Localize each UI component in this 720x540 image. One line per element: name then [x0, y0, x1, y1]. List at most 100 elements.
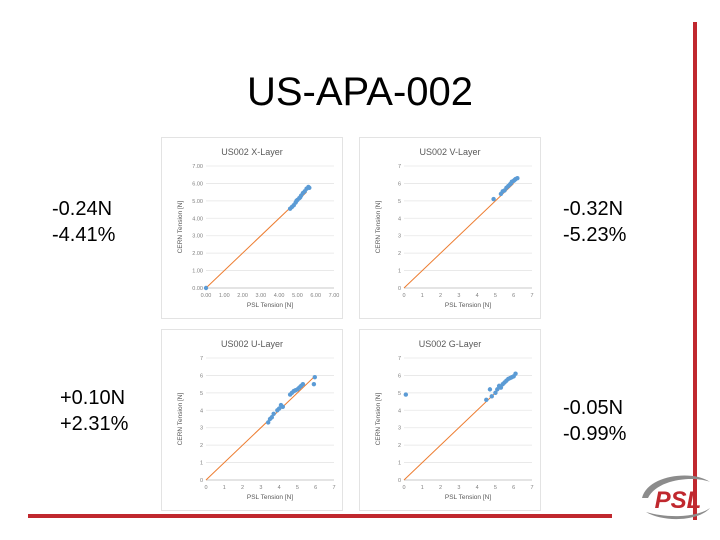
- v-layer-x-axis-label: PSL Tension [N]: [445, 302, 491, 309]
- v-layer-data-point: [491, 196, 496, 202]
- g-layer-y-tick-label: 5: [398, 391, 401, 397]
- g-layer-data-point: [498, 385, 504, 390]
- v-layer-chart: US002 V-Layer 0 1 2 3 4 5 6 7 0 1 2 3 4 5 6 7 PSL Tension…: [360, 138, 540, 318]
- v-layer-x-tick-label: 3: [457, 293, 460, 299]
- v-layer-y-tick-label: 3: [398, 234, 401, 240]
- u-layer-data-point: [311, 381, 317, 387]
- u-layer-data-point: [271, 411, 276, 416]
- x-layer-stats: -0.24N -4.41%: [52, 196, 115, 248]
- u-layer-chart: US002 U-Layer 0 1 2 3 4 5 6 7 0 1 2 3 4 5 6 7 PSL Tension…: [162, 330, 342, 510]
- u-layer-y-tick-label: 1: [200, 461, 203, 467]
- x-layer-x-tick-label: 5.00: [292, 293, 303, 299]
- x-layer-y-axis-label: CERN Tension [N]: [177, 200, 184, 253]
- u-layer-x-tick-label: 4: [278, 485, 281, 491]
- x-layer-data-point: [307, 185, 312, 190]
- u-layer-plot: US002 U-Layer 0 1 2 3 4 5 6 7 0 1 2 3 4 5 6 7 PSL Tension…: [177, 339, 336, 501]
- accent-vertical-rule: [693, 22, 697, 520]
- u-layer-y-tick-label: 7: [200, 356, 203, 362]
- x-layer-x-tick-label: 6.00: [310, 293, 321, 299]
- u-layer-y-tick-label: 5: [200, 391, 203, 397]
- u-layer-data-point: [276, 406, 282, 411]
- g-layer-x-tick-label: 3: [457, 485, 460, 491]
- u-layer-x-tick-label: 2: [241, 485, 244, 491]
- v-layer-x-tick-label: 6: [512, 293, 515, 299]
- g-layer-y-tick-label: 4: [398, 408, 401, 414]
- v-layer-y-tick-label: 1: [398, 269, 401, 275]
- v-layer-x-tick-label: 1: [421, 293, 424, 299]
- v-layer-y-tick-label: 7: [398, 164, 401, 170]
- g-layer-y-tick-label: 7: [398, 356, 401, 362]
- g-layer-data-point: [489, 394, 494, 399]
- x-layer-y-tick-label: 6.00: [192, 181, 203, 187]
- g-layer-y-axis-label: CERN Tension [N]: [375, 392, 382, 445]
- slide-title: US-APA-002: [246, 70, 473, 114]
- u-layer-stats: +0.10N +2.31%: [60, 385, 128, 437]
- u-layer-delta-pct: +2.31%: [60, 413, 129, 435]
- g-layer-data-point: [487, 387, 493, 392]
- v-layer-data-point: [515, 176, 520, 181]
- g-layer-data-point: [484, 397, 489, 403]
- g-layer-y-tick-label: 3: [398, 426, 401, 432]
- v-layer-delta-pct: -5.23%: [563, 224, 627, 246]
- v-layer-y-tick-label: 4: [398, 216, 401, 222]
- v-layer-y-tick-label: 5: [398, 199, 401, 205]
- u-layer-data-point: [280, 404, 285, 409]
- v-layer-y-axis-label: CERN Tension [N]: [375, 200, 382, 253]
- x-layer-plot: US002 X-Layer 0.00 1.00 2.00 3.00 4.00 5.00 6.0…: [177, 147, 339, 309]
- v-layer-delta-n: -0.32N: [563, 198, 624, 220]
- u-layer-x-tick-label: 6: [314, 485, 317, 491]
- u-layer-y-tick-label: 3: [200, 426, 203, 432]
- u-layer-x-tick-label: 7: [332, 485, 335, 491]
- x-layer-y-tick-label: 0.00: [192, 286, 203, 292]
- g-layer-data-point: [513, 371, 518, 376]
- g-layer-chart-title: US002 G-Layer: [419, 339, 482, 349]
- x-layer-y-tick-label: 3.00: [192, 234, 203, 240]
- g-layer-data-point: [403, 392, 409, 397]
- v-layer-y-tick-label: 6: [398, 181, 401, 187]
- g-layer-x-tick-label: 7: [530, 485, 533, 491]
- v-layer-x-tick-label: 0: [402, 293, 405, 299]
- psl-logo: PSL: [642, 475, 710, 520]
- u-layer-y-tick-label: 4: [200, 408, 203, 414]
- g-layer-delta-pct: -0.99%: [563, 423, 627, 445]
- g-layer-x-axis-label: PSL Tension [N]: [445, 494, 491, 501]
- x-layer-x-axis-label: PSL Tension [N]: [247, 302, 293, 309]
- u-layer-y-tick-label: 0: [200, 478, 203, 484]
- u-layer-y-tick-label: 6: [200, 373, 203, 379]
- v-layer-chart-title: US002 V-Layer: [419, 147, 480, 157]
- x-layer-delta-n: -0.24N: [52, 198, 113, 220]
- u-layer-data-point: [265, 420, 271, 425]
- x-layer-chart-title: US002 X-Layer: [221, 147, 283, 157]
- x-layer-y-tick-label: 5.00: [192, 199, 203, 205]
- g-layer-plot: US002 G-Layer 0 1 2 3 4 5 6 7 0 1 2 3 4 5 6 7 PSL Tension…: [375, 339, 534, 501]
- u-layer-x-tick-label: 1: [223, 485, 226, 491]
- g-layer-stats: -0.05N -0.99%: [563, 395, 626, 447]
- x-layer-x-tick-label: 0.00: [201, 293, 212, 299]
- psl-logo-swoosh: [642, 475, 710, 498]
- g-layer-x-tick-label: 4: [476, 485, 479, 491]
- g-layer-y-tick-label: 1: [398, 461, 401, 467]
- x-layer-data-point: [203, 285, 209, 291]
- g-layer-x-tick-label: 6: [512, 485, 515, 491]
- g-layer-y-tick-label: 6: [398, 373, 401, 379]
- v-layer-x-tick-label: 7: [530, 293, 533, 299]
- v-layer-x-tick-label: 5: [494, 293, 497, 299]
- u-layer-y-axis-label: CERN Tension [N]: [177, 392, 184, 445]
- g-layer-y-tick-label: 2: [398, 443, 401, 449]
- g-layer-x-tick-label: 1: [421, 485, 424, 491]
- v-layer-plot: US002 V-Layer 0 1 2 3 4 5 6 7 0 1 2 3 4 5 6 7 PSL Tension…: [375, 147, 534, 309]
- x-layer-y-tick-label: 4.00: [192, 216, 203, 222]
- u-layer-chart-title: US002 U-Layer: [221, 339, 283, 349]
- u-layer-x-axis-label: PSL Tension [N]: [247, 494, 293, 501]
- g-layer-y-tick-label: 0: [398, 478, 401, 484]
- x-layer-y-tick-label: 1.00: [192, 269, 203, 275]
- u-layer-y-tick-label: 2: [200, 443, 203, 449]
- x-layer-chart: US002 X-Layer 0.00 1.00 2.00 3.00 4.00 5.00 6.0…: [162, 138, 342, 318]
- u-layer-data-point: [312, 374, 317, 380]
- v-layer-x-tick-label: 4: [476, 293, 479, 299]
- u-layer-x-tick-label: 3: [259, 485, 262, 491]
- u-layer-x-tick-label: 5: [296, 485, 299, 491]
- x-layer-x-tick-label: 3.00: [255, 293, 266, 299]
- g-layer-x-tick-label: 5: [494, 485, 497, 491]
- u-layer-delta-n: +0.10N: [60, 387, 126, 409]
